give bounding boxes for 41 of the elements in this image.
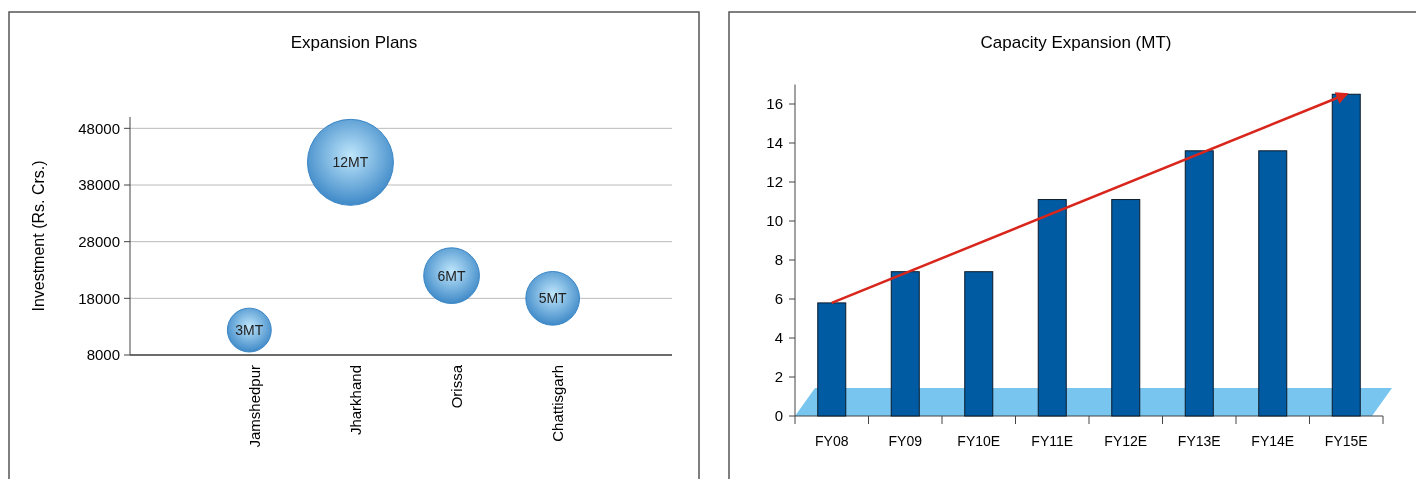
annotation: 5MT <box>538 290 568 307</box>
y-tick-label: 8 <box>774 251 783 269</box>
x-tick-label: FY10E <box>957 433 1001 449</box>
y-tick-label: 38000 <box>78 176 120 194</box>
annotation: 6MT <box>437 267 467 284</box>
x-tick-label: Chattisgarh <box>548 365 566 442</box>
y-tick-label: 10 <box>766 212 783 230</box>
bar <box>890 271 920 417</box>
x-tick-label: FY08 <box>815 433 849 449</box>
annotation: 12MT <box>332 154 369 171</box>
x-tick-label: FY09 <box>888 433 923 449</box>
y-tick-label: 4 <box>774 329 783 347</box>
y-tick-label: 48000 <box>78 119 120 137</box>
chart-title: Capacity Expansion (MT) <box>980 33 1172 52</box>
bar <box>1184 150 1214 417</box>
x-tick-label: FY11E <box>1031 433 1074 449</box>
x-tick-label: Jharkhand <box>346 365 364 436</box>
x-tick-label: FY14E <box>1251 433 1295 449</box>
y-tick-label: 12 <box>766 173 783 191</box>
y-tick-label: 0 <box>774 407 783 425</box>
y-tick-label: 14 <box>766 134 783 152</box>
y-tick-label: 8000 <box>86 346 120 364</box>
bar <box>964 271 994 417</box>
y-tick-label: 16 <box>766 95 783 113</box>
bar <box>1037 199 1067 417</box>
bar <box>1331 93 1361 417</box>
bar <box>817 302 847 417</box>
y-tick-label: 28000 <box>78 232 120 250</box>
x-tick-label: Orissa <box>447 364 465 409</box>
y-tick-label: 18000 <box>78 289 120 307</box>
bar <box>1258 150 1288 417</box>
x-tick-label: FY12E <box>1104 433 1148 449</box>
y-tick-label: 2 <box>774 368 783 386</box>
annotation: 3MT <box>235 321 264 338</box>
y-axis-title: Investment (Rs. Crs.) <box>30 160 47 312</box>
chart-title: Expansion Plans <box>290 33 418 52</box>
y-tick-label: 6 <box>774 290 783 308</box>
x-tick-label: FY15E <box>1324 433 1368 449</box>
x-tick-label: FY13E <box>1177 433 1221 449</box>
bar <box>1111 199 1141 417</box>
x-tick-label: Jamshedpur <box>245 365 263 448</box>
